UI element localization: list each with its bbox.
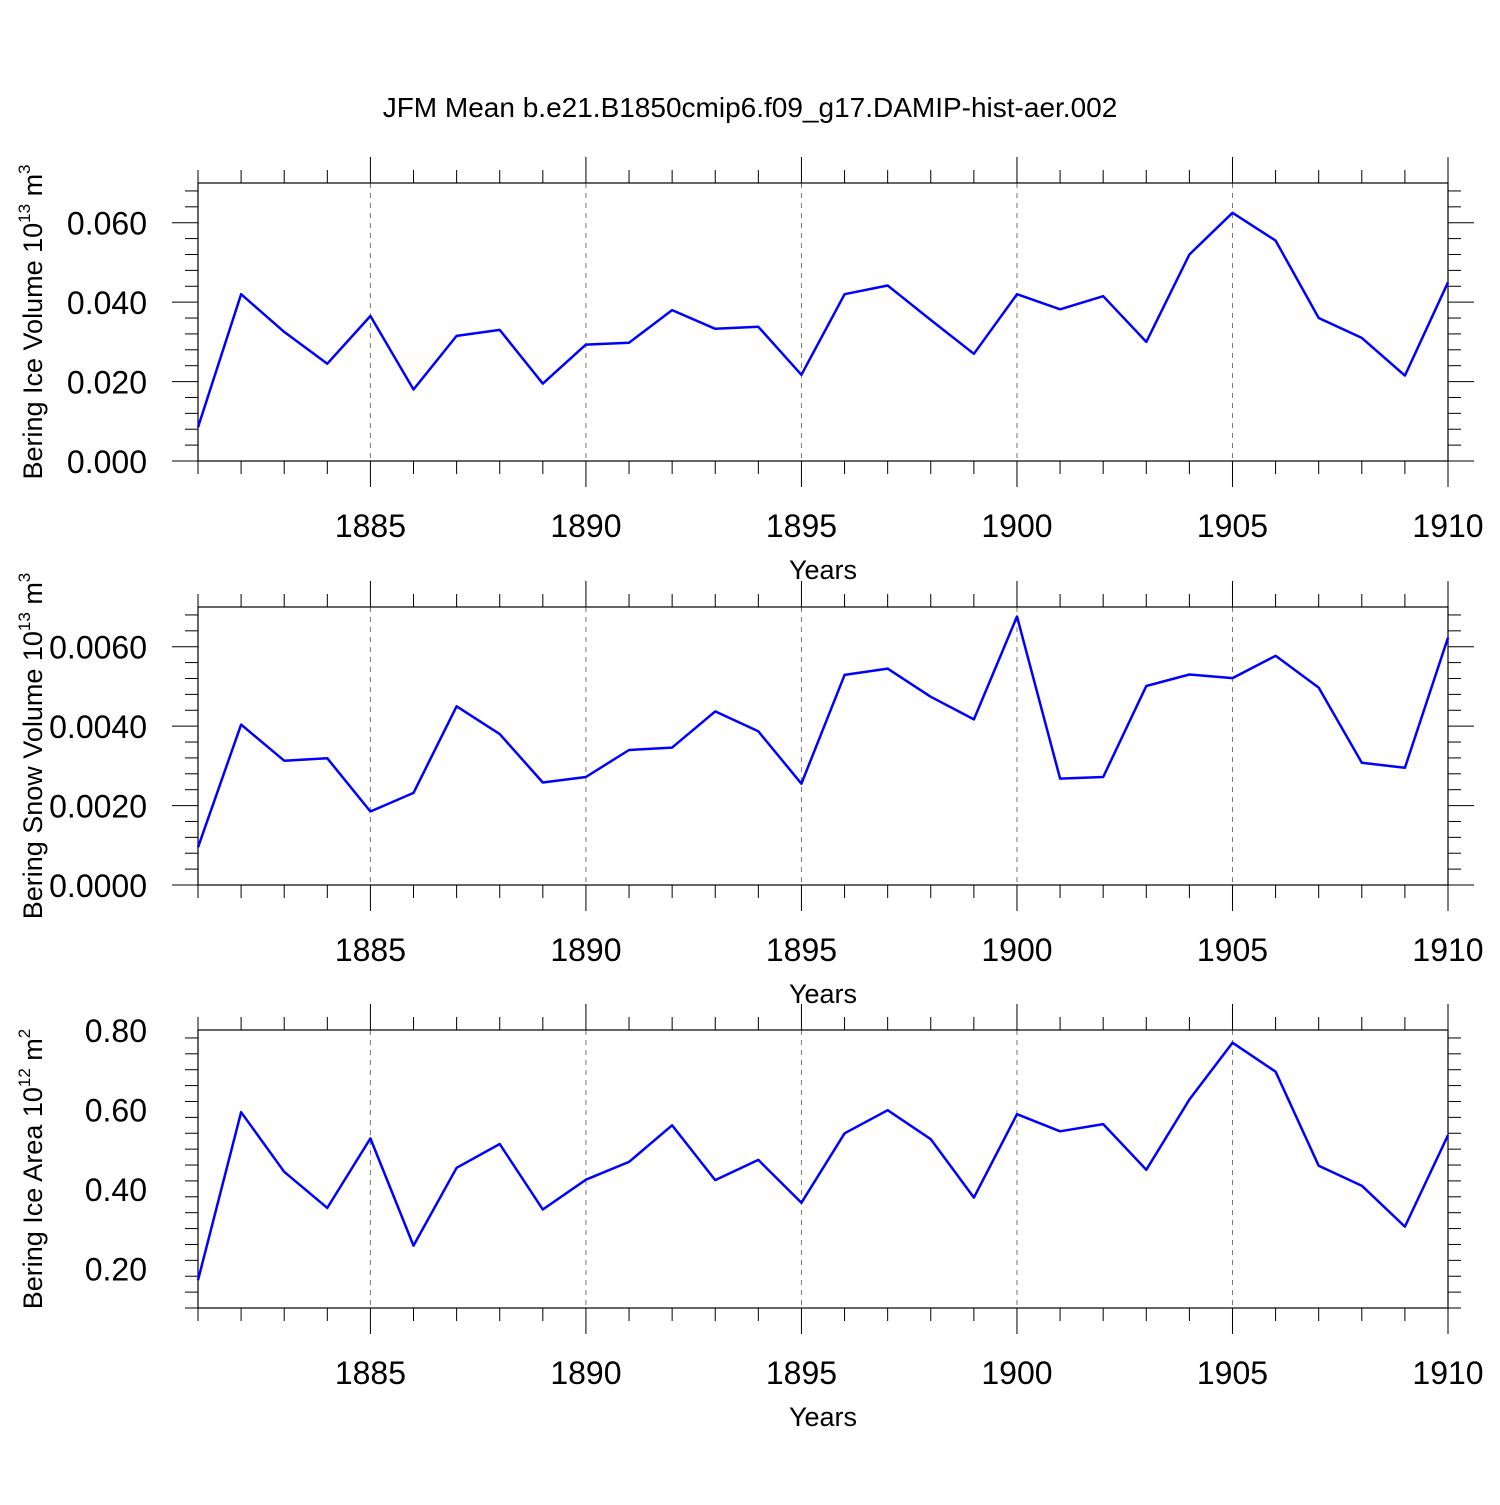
chart-1-y-tick-label: 0.000 (67, 444, 147, 480)
chart-1-x-axis-label: Years (789, 555, 857, 585)
chart-3-y-axis-label: Bering Ice Area 1012 m2 (15, 1029, 48, 1310)
chart-1-y-tick-label: 0.020 (67, 365, 147, 401)
chart-3-x-tick-label: 1910 (1412, 1355, 1483, 1391)
chart-2-y-tick-label: 0.0000 (49, 868, 147, 904)
chart-2-x-tick-label: 1890 (550, 932, 621, 968)
chart-2-plot-frame (198, 607, 1448, 885)
chart-1-x-tick-label: 1895 (766, 508, 837, 544)
chart-1-y-tick-label: 0.040 (67, 285, 147, 321)
chart-panel-3: 0.20 0.40 0.60 0.80 1885 1890 1895 1900 1905 1910… (15, 1004, 1484, 1432)
chart-3-x-tick-label: 1905 (1197, 1355, 1268, 1391)
chart-3-x-tick-label: 1890 (550, 1355, 621, 1391)
chart-2-y-tick-label: 0.0060 (49, 630, 147, 666)
chart-1-y-tick-label: 0.060 (67, 206, 147, 242)
chart-1-plot-frame (198, 183, 1448, 461)
chart-1-x-tick-label: 1905 (1197, 508, 1268, 544)
chart-2-x-axis-label: Years (789, 979, 857, 1009)
chart-1-y-axis-label: Bering Ice Volume 1013 m3 (15, 164, 48, 479)
chart-2-x-tick-label: 1885 (335, 932, 406, 968)
chart-panel-1: 0.000 0.020 0.040 0.060 1885 1890 1895 1900 1905… (15, 157, 1484, 585)
chart-2-series-line (198, 617, 1448, 848)
chart-3-x-axis-label: Years (789, 1402, 857, 1432)
chart-1-series-line (198, 213, 1448, 427)
chart-3-series-line (198, 1043, 1448, 1281)
chart-2-x-tick-label: 1910 (1412, 932, 1483, 968)
chart-3-y-tick-label: 0.80 (85, 1013, 147, 1049)
chart-1-x-tick-label: 1885 (335, 508, 406, 544)
figure-title: JFM Mean b.e21.B1850cmip6.f09_g17.DAMIP-… (383, 92, 1118, 123)
chart-3-y-tick-label: 0.40 (85, 1172, 147, 1208)
chart-2-y-axis-label: Bering Snow Volume 1013 m3 (15, 573, 48, 920)
chart-2-y-tick-label: 0.0040 (49, 709, 147, 745)
chart-1-x-tick-label: 1900 (981, 508, 1052, 544)
chart-panels: 0.000 0.020 0.040 0.060 1885 1890 1895 1900 1905… (15, 157, 1484, 1432)
chart-3-x-tick-label: 1900 (981, 1355, 1052, 1391)
chart-3-y-tick-label: 0.20 (85, 1251, 147, 1287)
chart-3-x-tick-label: 1885 (335, 1355, 406, 1391)
chart-2-x-tick-label: 1895 (766, 932, 837, 968)
chart-3-x-tick-label: 1895 (766, 1355, 837, 1391)
chart-1-x-tick-label: 1910 (1412, 508, 1483, 544)
chart-panel-2: 0.0000 0.0020 0.0040 0.0060 1885 1890 1895 1900… (15, 573, 1484, 1009)
chart-2-y-tick-label: 0.0020 (49, 789, 147, 825)
chart-1-x-tick-label: 1890 (550, 508, 621, 544)
chart-2-x-tick-label: 1905 (1197, 932, 1268, 968)
chart-3-y-tick-label: 0.60 (85, 1092, 147, 1128)
chart-2-x-tick-label: 1900 (981, 932, 1052, 968)
